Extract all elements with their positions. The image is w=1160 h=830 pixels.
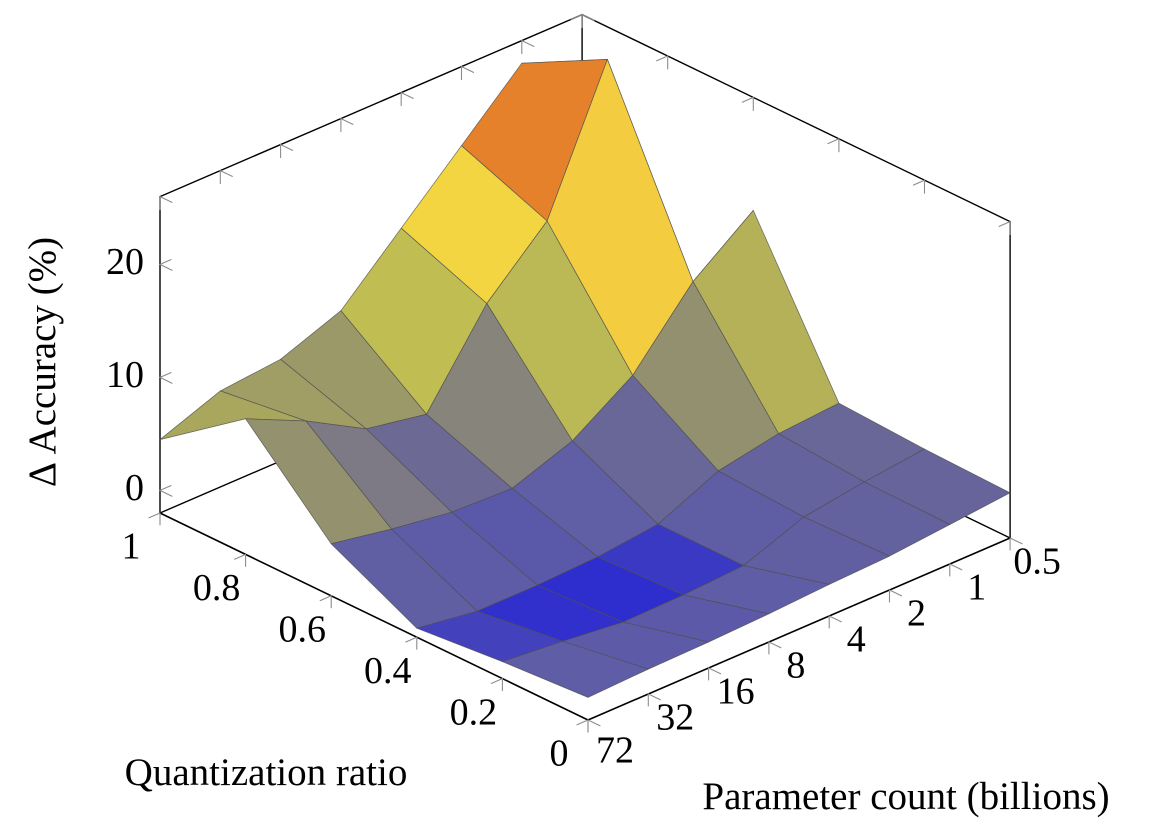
tick-mark [280, 144, 294, 151]
tick-mark [741, 96, 754, 103]
tick-mark [460, 66, 475, 73]
axes-front: 0102000.20.40.60.8172321684210.5Quantiza… [21, 237, 1110, 818]
tick-mark [521, 40, 535, 47]
box-edge-top-left [159, 13, 583, 198]
tick-mark [581, 14, 595, 21]
x-axis-line [587, 537, 1011, 721]
y-tick-label: 0 [550, 733, 569, 775]
z-axis-title: Δ Accuracy (%) [21, 237, 64, 487]
tick-mark [587, 719, 601, 727]
tick-mark [234, 553, 247, 560]
box-edge-top-right [581, 13, 1011, 223]
tick-mark [1009, 537, 1023, 545]
tick-mark [647, 693, 661, 701]
tick-mark [148, 512, 161, 519]
x-tick-label: 8 [786, 645, 805, 687]
y-tick-label: 0.4 [364, 650, 412, 692]
tick-mark [159, 196, 173, 203]
tick-mark [708, 667, 722, 675]
x-tick-label: 2 [907, 593, 926, 635]
z-tick-label: 20 [106, 241, 144, 283]
y-axis-title: Quantization ratio [125, 751, 408, 794]
tick-mark [490, 678, 503, 684]
surface-mesh [159, 59, 1011, 698]
tick-mark [405, 636, 418, 643]
x-axis-title: Parameter count (billions) [702, 775, 1109, 818]
tick-mark [656, 55, 669, 62]
tick-mark [319, 595, 332, 602]
tick-mark [768, 641, 782, 649]
x-tick-label: 1 [967, 567, 986, 609]
tick-mark [159, 372, 172, 378]
tick-mark [828, 615, 842, 623]
tick-mark [949, 563, 963, 571]
y-tick-label: 0.8 [193, 567, 241, 609]
surface-face [502, 640, 649, 698]
y-tick-label: 1 [122, 526, 141, 568]
x-tick-label: 32 [656, 697, 694, 739]
y-tick-label: 0.2 [450, 691, 498, 733]
tick-mark [159, 485, 172, 491]
x-tick-label: 16 [717, 671, 755, 713]
tick-mark [998, 221, 1011, 227]
tick-mark [159, 259, 172, 265]
z-tick-label: 0 [125, 467, 144, 509]
tick-mark [400, 92, 414, 99]
tick-mark [570, 14, 583, 20]
x-tick-label: 4 [847, 619, 866, 661]
y-tick-label: 0.6 [278, 609, 326, 651]
tick-mark [827, 138, 840, 145]
x-tick-label: 72 [596, 730, 634, 772]
tick-mark [159, 376, 173, 384]
tick-mark [576, 719, 589, 726]
x-tick-label: 0.5 [1013, 541, 1061, 583]
tick-mark [912, 179, 926, 186]
tick-mark [888, 589, 903, 597]
tick-mark [159, 489, 173, 497]
tick-mark [219, 170, 233, 177]
y-axis-line [159, 512, 589, 721]
tick-mark [159, 263, 173, 271]
tick-mark [340, 118, 354, 125]
z-tick-label: 10 [106, 354, 144, 396]
